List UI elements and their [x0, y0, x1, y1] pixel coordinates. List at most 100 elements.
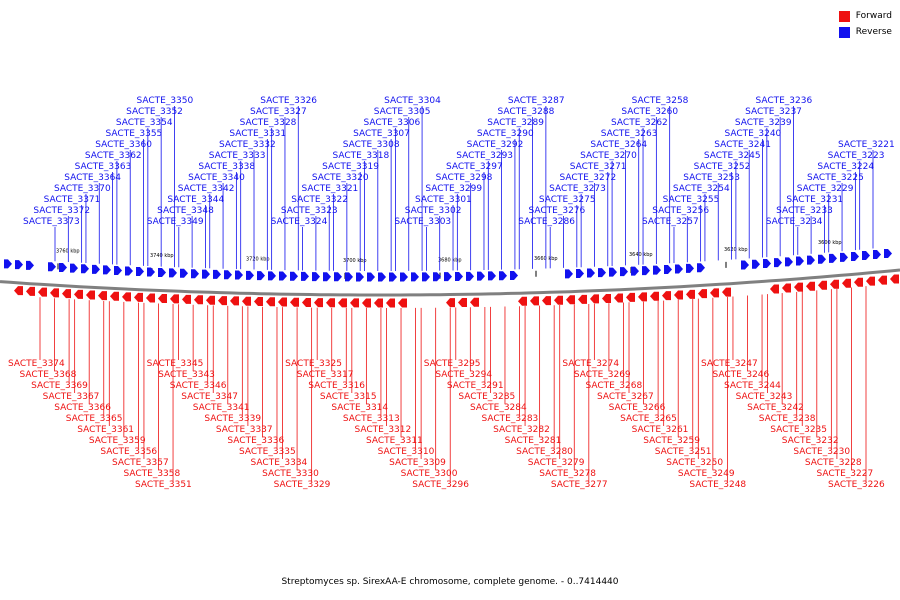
gene-label: SACTE_3230 — [793, 447, 850, 457]
gene-label: SACTE_3287 — [508, 96, 565, 106]
gene-label: SACTE_3352 — [126, 107, 183, 117]
forward-gene-arrow — [638, 292, 647, 302]
gene-label: SACTE_3224 — [817, 162, 874, 172]
gene-label: SACTE_3272 — [559, 173, 616, 183]
gene-label: SACTE_3362 — [85, 151, 142, 161]
reverse-gene-arrow — [125, 266, 133, 276]
gene-label: SACTE_3366 — [54, 403, 111, 413]
forward-gene-arrow — [146, 293, 155, 303]
gene-label: SACTE_3316 — [308, 381, 365, 391]
gene-label: SACTE_3298 — [436, 173, 493, 183]
reverse-gene-arrow — [268, 271, 276, 281]
reverse-strand-genes: SACTE_3373SACTE_3372SACTE_3371SACTE_3370… — [4, 96, 895, 282]
forward-gene-arrow — [86, 290, 95, 300]
scale-tick-label: 3600 kbp — [818, 240, 842, 246]
gene-label: SACTE_3349 — [147, 217, 204, 227]
scale-tick-label: 3760 kbp — [56, 248, 80, 254]
reverse-gene-arrow — [356, 272, 364, 282]
gene-label: SACTE_3266 — [609, 403, 666, 413]
gene-label: SACTE_3261 — [632, 425, 689, 435]
gene-label: SACTE_3243 — [736, 392, 793, 402]
forward-gene-arrow — [386, 298, 395, 308]
gene-label: SACTE_3339 — [204, 414, 261, 424]
gene-label: SACTE_3308 — [343, 140, 400, 150]
gene-label: SACTE_3299 — [425, 184, 482, 194]
reverse-gene-arrow — [323, 272, 331, 282]
reverse-gene-arrow — [114, 265, 122, 275]
gene-label: SACTE_3259 — [643, 436, 700, 446]
forward-gene-arrow — [566, 295, 575, 305]
reverse-gene-arrow — [609, 267, 617, 277]
forward-gene-arrow — [350, 298, 359, 308]
forward-gene-arrow — [806, 281, 815, 291]
gene-label: SACTE_3273 — [549, 184, 606, 194]
gene-label: SACTE_3250 — [666, 458, 723, 468]
gene-label: SACTE_3303 — [394, 217, 451, 227]
reverse-gene-arrow — [367, 272, 375, 282]
forward-gene-arrow — [542, 296, 551, 306]
gene-label: SACTE_3307 — [353, 129, 410, 139]
reverse-gene-arrow — [675, 264, 683, 274]
gene-label: SACTE_3324 — [271, 217, 328, 227]
gene-label: SACTE_3296 — [412, 480, 469, 490]
forward-gene-arrow — [14, 286, 23, 296]
gene-label: SACTE_3374 — [8, 359, 65, 369]
reverse-gene-arrow — [136, 266, 144, 276]
forward-gene-arrow — [182, 294, 191, 304]
gene-label: SACTE_3264 — [590, 140, 647, 150]
scale-tick-label: 3640 kbp — [629, 252, 653, 258]
gene-label: SACTE_3245 — [704, 151, 761, 161]
gene-label: SACTE_3235 — [770, 425, 827, 435]
forward-gene-arrow — [122, 292, 131, 302]
gene-label: SACTE_3279 — [528, 458, 585, 468]
reverse-gene-arrow — [257, 271, 265, 281]
gene-label: SACTE_3255 — [663, 195, 720, 205]
gene-label: SACTE_3263 — [601, 129, 658, 139]
reverse-gene-arrow — [389, 272, 397, 282]
forward-gene-arrow — [218, 296, 227, 306]
gene-label: SACTE_3306 — [363, 118, 420, 128]
forward-gene-arrow — [278, 297, 287, 307]
reverse-gene-arrow — [862, 251, 870, 261]
gene-label: SACTE_3282 — [493, 425, 550, 435]
forward-gene-arrow — [398, 298, 407, 308]
reverse-gene-arrow — [345, 272, 353, 282]
forward-gene-arrow — [194, 295, 203, 305]
gene-label: SACTE_3314 — [331, 403, 388, 413]
gene-label: SACTE_3354 — [116, 118, 173, 128]
gene-label: SACTE_3301 — [415, 195, 472, 205]
forward-gene-arrow — [854, 277, 863, 287]
gene-label: SACTE_3244 — [724, 381, 781, 391]
gene-label: SACTE_3328 — [240, 118, 297, 128]
forward-gene-arrow — [614, 293, 623, 303]
gene-label: SACTE_3240 — [725, 129, 782, 139]
gene-label: SACTE_3338 — [198, 162, 255, 172]
forward-gene-arrow — [314, 298, 323, 308]
gene-label: SACTE_3371 — [44, 195, 101, 205]
reverse-gene-arrow — [631, 266, 639, 276]
gene-label: SACTE_3365 — [66, 414, 123, 424]
gene-label: SACTE_3271 — [570, 162, 627, 172]
gene-label: SACTE_3231 — [786, 195, 843, 205]
forward-gene-arrow — [242, 296, 251, 306]
gene-label: SACTE_3221 — [838, 140, 895, 150]
gene-label: SACTE_3302 — [405, 206, 462, 216]
forward-gene-arrow — [50, 288, 59, 298]
gene-label: SACTE_3297 — [446, 162, 503, 172]
reverse-gene-arrow — [444, 272, 452, 282]
gene-label: SACTE_3294 — [435, 370, 492, 380]
gene-label: SACTE_3327 — [250, 107, 307, 117]
reverse-gene-arrow — [840, 252, 848, 262]
gene-label: SACTE_3350 — [136, 96, 193, 106]
gene-label: SACTE_3370 — [54, 184, 111, 194]
gene-label: SACTE_3315 — [320, 392, 377, 402]
gene-label: SACTE_3241 — [714, 140, 771, 150]
gene-label: SACTE_3248 — [689, 480, 746, 490]
gene-label: SACTE_3363 — [75, 162, 132, 172]
gene-label: SACTE_3276 — [529, 206, 586, 216]
legend-reverse: Reverse — [838, 24, 892, 40]
gene-label: SACTE_3238 — [759, 414, 816, 424]
gene-label: SACTE_3318 — [332, 151, 389, 161]
gene-label: SACTE_3355 — [106, 129, 163, 139]
scale-tick-label: 3700 kbp — [343, 258, 367, 264]
